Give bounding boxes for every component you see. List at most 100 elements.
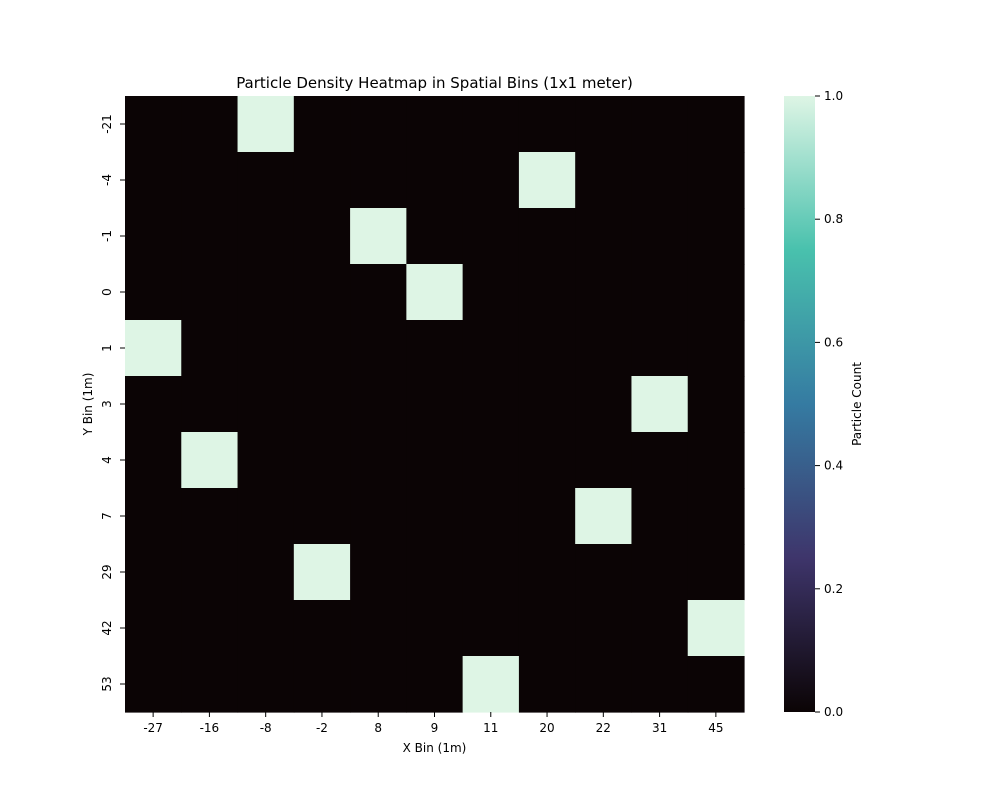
- heatmap-cell: [688, 600, 745, 657]
- heatmap-cell: [688, 96, 745, 153]
- heatmap-cell: [294, 208, 351, 265]
- heatmap-cell: [181, 320, 238, 377]
- heatmap-cell: [125, 264, 182, 321]
- colorbar-tick-label: 0.2: [824, 582, 843, 596]
- heatmap-cell: [519, 264, 576, 321]
- colorbar-ticks: 0.0 0.2 0.4 0.6 0.8 1.0: [815, 89, 843, 719]
- heatmap-cell: [631, 152, 688, 209]
- heatmap-cell: [463, 432, 520, 489]
- heatmap-cell: [238, 208, 295, 265]
- x-tick-label: -16: [200, 721, 220, 735]
- heatmap-cell: [406, 544, 463, 601]
- heatmap-cell: [350, 264, 407, 321]
- heatmap-cell: [350, 376, 407, 433]
- heatmap-cell: [238, 600, 295, 657]
- heatmap-cell: [631, 208, 688, 265]
- heatmap-cell: [125, 320, 182, 377]
- x-axis-ticks: -27 -16 -8 -2 8 9 11 20 22 31 45: [143, 712, 723, 735]
- heatmap-cell: [463, 488, 520, 545]
- heatmap-cell: [350, 432, 407, 489]
- y-tick-label: 3: [100, 400, 114, 408]
- heatmap-cell: [406, 264, 463, 321]
- heatmap-cell: [519, 656, 576, 713]
- heatmap-cell: [125, 600, 182, 657]
- heatmap-cell: [575, 656, 632, 713]
- heatmap-cell: [294, 656, 351, 713]
- y-tick-label: 53: [100, 676, 114, 691]
- x-tick-label: 9: [431, 721, 439, 735]
- y-tick-label: -21: [100, 114, 114, 134]
- y-tick-label: -4: [100, 174, 114, 186]
- heatmap-cell: [575, 544, 632, 601]
- heatmap-cell: [688, 488, 745, 545]
- heatmap-cell: [575, 208, 632, 265]
- colorbar-tick-label: 0.8: [824, 212, 843, 226]
- heatmap-cell: [294, 544, 351, 601]
- heatmap-cell: [350, 320, 407, 377]
- heatmap-cell: [631, 264, 688, 321]
- x-axis-label: X Bin (1m): [403, 741, 467, 755]
- heatmap-cell: [631, 488, 688, 545]
- heatmap-cell: [631, 320, 688, 377]
- colorbar-tick-label: 0.4: [824, 459, 843, 473]
- heatmap-cell: [631, 544, 688, 601]
- heatmap-cell: [181, 656, 238, 713]
- heatmap-cell: [350, 600, 407, 657]
- y-axis-ticks: -21 -4 -1 0 1 3 4 7 29 42 53: [100, 114, 125, 691]
- heatmap-cell: [406, 488, 463, 545]
- chart-title: Particle Density Heatmap in Spatial Bins…: [236, 74, 633, 92]
- x-tick-label: 31: [652, 721, 667, 735]
- x-tick-label: 20: [539, 721, 554, 735]
- heatmap-cell: [463, 544, 520, 601]
- heatmap-cell: [181, 152, 238, 209]
- heatmap-cell: [238, 656, 295, 713]
- heatmap-cell: [294, 376, 351, 433]
- x-tick-label: -8: [260, 721, 272, 735]
- y-tick-label: 1: [100, 344, 114, 352]
- x-tick-label: 45: [708, 721, 723, 735]
- heatmap-cell: [688, 264, 745, 321]
- x-tick-label: -27: [143, 721, 163, 735]
- y-tick-label: 42: [100, 620, 114, 635]
- heatmap-cell: [238, 488, 295, 545]
- heatmap-cell: [238, 432, 295, 489]
- heatmap-cell: [406, 432, 463, 489]
- heatmap-cell: [350, 96, 407, 153]
- heatmap-cell: [688, 656, 745, 713]
- heatmap-cell: [181, 264, 238, 321]
- heatmap-cell: [238, 376, 295, 433]
- heatmap-cell: [631, 432, 688, 489]
- heatmap-cell: [631, 656, 688, 713]
- heatmap-cell: [575, 264, 632, 321]
- heatmap-cell: [125, 544, 182, 601]
- heatmap-cell: [575, 320, 632, 377]
- heatmap-cell: [575, 376, 632, 433]
- heatmap-cell: [519, 96, 576, 153]
- heatmap-cell: [463, 264, 520, 321]
- heatmap-cell: [125, 152, 182, 209]
- colorbar: [784, 96, 815, 712]
- colorbar-label: Particle Count: [850, 362, 864, 446]
- y-tick-label: 29: [100, 564, 114, 579]
- heatmap-cell: [350, 488, 407, 545]
- heatmap-cell: [125, 488, 182, 545]
- heatmap-cell: [519, 432, 576, 489]
- heatmap-cell: [406, 600, 463, 657]
- heatmap-cell: [575, 152, 632, 209]
- heatmap-cell: [294, 320, 351, 377]
- heatmap-cell: [575, 96, 632, 153]
- heatmap-cell: [294, 152, 351, 209]
- heatmap-cell: [688, 208, 745, 265]
- heatmap-cell: [688, 544, 745, 601]
- heatmap-cell: [463, 152, 520, 209]
- heatmap-cell: [463, 656, 520, 713]
- colorbar-tick-label: 0.6: [824, 335, 843, 349]
- y-tick-label: 0: [100, 288, 114, 296]
- heatmap-cell: [406, 656, 463, 713]
- heatmap-cell: [519, 600, 576, 657]
- heatmap-cell: [350, 544, 407, 601]
- heatmap-cell: [125, 432, 182, 489]
- y-tick-label: -1: [100, 230, 114, 242]
- heatmap-cell: [688, 152, 745, 209]
